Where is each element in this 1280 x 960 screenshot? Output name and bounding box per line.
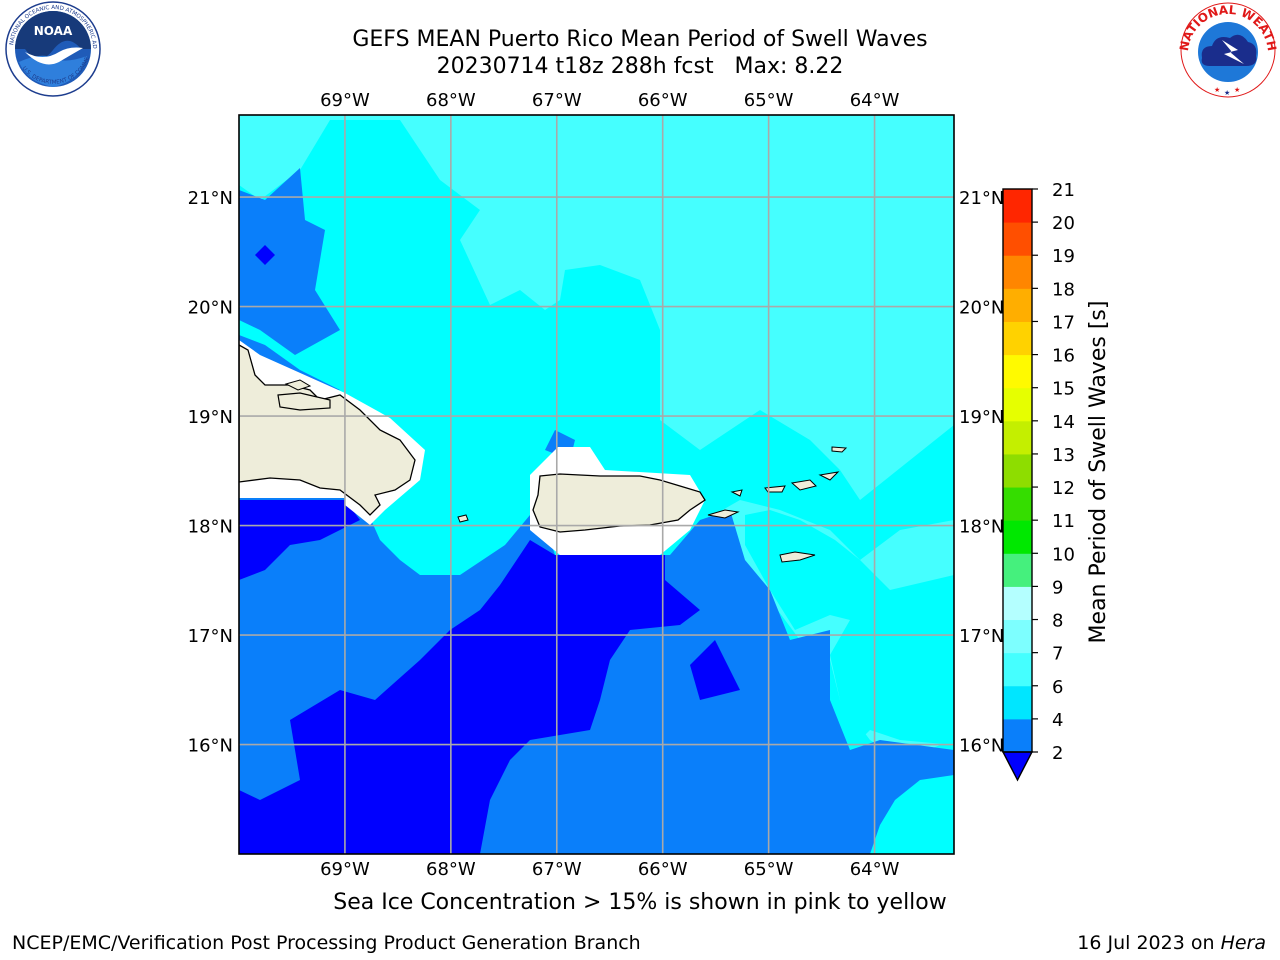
- colorbar-segment: [1003, 453, 1032, 488]
- lat-tick-label-right: 21°N: [959, 188, 1004, 209]
- lat-tick-label-right: 19°N: [959, 407, 1004, 428]
- svg-text:★: ★: [1234, 86, 1240, 94]
- colorbar-tick-label: 20: [1052, 213, 1075, 234]
- colorbar-segment: [1003, 222, 1032, 256]
- colorbar-segment: [1003, 288, 1032, 322]
- colorbar-tick-label: 15: [1052, 379, 1075, 400]
- colorbar-segment: [1003, 652, 1032, 687]
- colorbar-tick-label: 19: [1052, 246, 1075, 267]
- colorbar-tick-label: 6: [1052, 677, 1063, 698]
- footer-branch: NCEP/EMC/Verification Post Processing Pr…: [12, 932, 641, 954]
- colorbar-tick-label: 12: [1052, 478, 1075, 499]
- colorbar-segment: [1003, 255, 1032, 289]
- colorbar-tick-label: 10: [1052, 544, 1075, 565]
- lon-tick-label-bottom: 68°W: [426, 859, 476, 880]
- svg-text:NOAA: NOAA: [34, 24, 73, 38]
- lat-tick-label-left: 18°N: [188, 517, 233, 538]
- colorbar-tick-label: 2: [1052, 743, 1063, 764]
- colorbar-segment: [1003, 487, 1032, 521]
- colorbar-tick-label: 16: [1052, 346, 1075, 367]
- footer-date: 16 Jul 2023 on Hera: [1077, 932, 1266, 954]
- colorbar-segment: [1003, 189, 1032, 223]
- svg-text:★: ★: [1224, 89, 1230, 97]
- colorbar-segment: [1003, 520, 1032, 554]
- contour-fill-layer: [239, 115, 954, 854]
- lat-tick-label-right: 17°N: [959, 626, 1004, 647]
- graticule-grid: [239, 115, 954, 854]
- colorbar-tick-label: 17: [1052, 312, 1075, 333]
- lon-tick-label-bottom: 64°W: [850, 859, 900, 880]
- colorbar-segment: [1003, 718, 1032, 753]
- sea-ice-note: Sea Ice Concentration > 15% is shown in …: [333, 890, 947, 915]
- colorbar-segment: [1003, 685, 1032, 720]
- lon-tick-label-top: 66°W: [638, 90, 688, 111]
- colorbar: 2 4 6 7 8 9 10 11 12 13 14 15 16 17 18 19 20 21: [1001, 180, 1075, 782]
- colorbar-tick-label: 8: [1052, 611, 1063, 632]
- lon-tick-label-bottom: 65°W: [744, 859, 794, 880]
- lat-tick-label-left: 19°N: [188, 407, 233, 428]
- colorbar-segment: [1003, 586, 1032, 621]
- colorbar-tick-label: 21: [1052, 180, 1075, 201]
- lat-tick-label-right: 18°N: [959, 517, 1004, 538]
- colorbar-tick-label: 13: [1052, 445, 1075, 466]
- lon-tick-label-top: 68°W: [426, 90, 476, 111]
- map-tick-labels: 69°W 69°W 68°W 68°W 67°W 67°W 66°W 66°W 65°W 65°W…: [188, 90, 1005, 880]
- colorbar-tick-label: 14: [1052, 412, 1075, 433]
- lat-tick-label-left: 17°N: [188, 626, 233, 647]
- colorbar-segment: [1003, 553, 1032, 587]
- lon-tick-label-top: 65°W: [744, 90, 794, 111]
- lat-tick-label-right: 16°N: [959, 736, 1004, 757]
- lat-tick-label-left: 16°N: [188, 736, 233, 757]
- colorbar-extend-triangle: [1001, 751, 1034, 782]
- noaa-logo-icon: NOAA NATIONAL OCEANIC AND ATMOSPHERIC AD…: [3, 0, 101, 97]
- lon-tick-label-bottom: 66°W: [638, 859, 688, 880]
- footer-date-text: 16 Jul 2023 on: [1077, 932, 1221, 954]
- colorbar-tick-label: 18: [1052, 279, 1075, 300]
- svg-text:★: ★: [1214, 86, 1220, 94]
- colorbar-tick-label: 11: [1052, 511, 1075, 532]
- colorbar-segment: [1003, 387, 1032, 422]
- lon-tick-label-bottom: 67°W: [532, 859, 582, 880]
- chart-title-line2: 20230714 t18z 288h fcst Max: 8.22: [436, 54, 844, 79]
- lon-tick-label-top: 69°W: [320, 90, 370, 111]
- chart-title-line1: GEFS MEAN Puerto Rico Mean Period of Swe…: [352, 27, 928, 52]
- colorbar-tick-label: 7: [1052, 644, 1063, 665]
- lon-tick-label-top: 64°W: [850, 90, 900, 111]
- colorbar-tick-label: 4: [1052, 710, 1063, 731]
- colorbar-segment: [1003, 420, 1032, 455]
- nws-logo-icon: NATIONAL WEATHER SERVICE ★ ★ ★: [1178, 0, 1278, 98]
- colorbar-segment: [1003, 619, 1032, 654]
- map-frame: [238, 114, 955, 855]
- lon-tick-label-bottom: 69°W: [320, 859, 370, 880]
- colorbar-tick-label: 9: [1052, 577, 1063, 598]
- lon-tick-label-top: 67°W: [532, 90, 582, 111]
- colorbar-segment: [1003, 321, 1032, 356]
- colorbar-frame: [1002, 188, 1033, 753]
- lat-tick-label-left: 20°N: [188, 298, 233, 319]
- footer-host: Hera: [1220, 932, 1266, 954]
- lat-tick-label-right: 20°N: [959, 298, 1004, 319]
- colorbar-segment: [1003, 354, 1032, 389]
- lat-tick-label-left: 21°N: [188, 188, 233, 209]
- colorbar-label: Mean Period of Swell Waves [s]: [1086, 301, 1111, 644]
